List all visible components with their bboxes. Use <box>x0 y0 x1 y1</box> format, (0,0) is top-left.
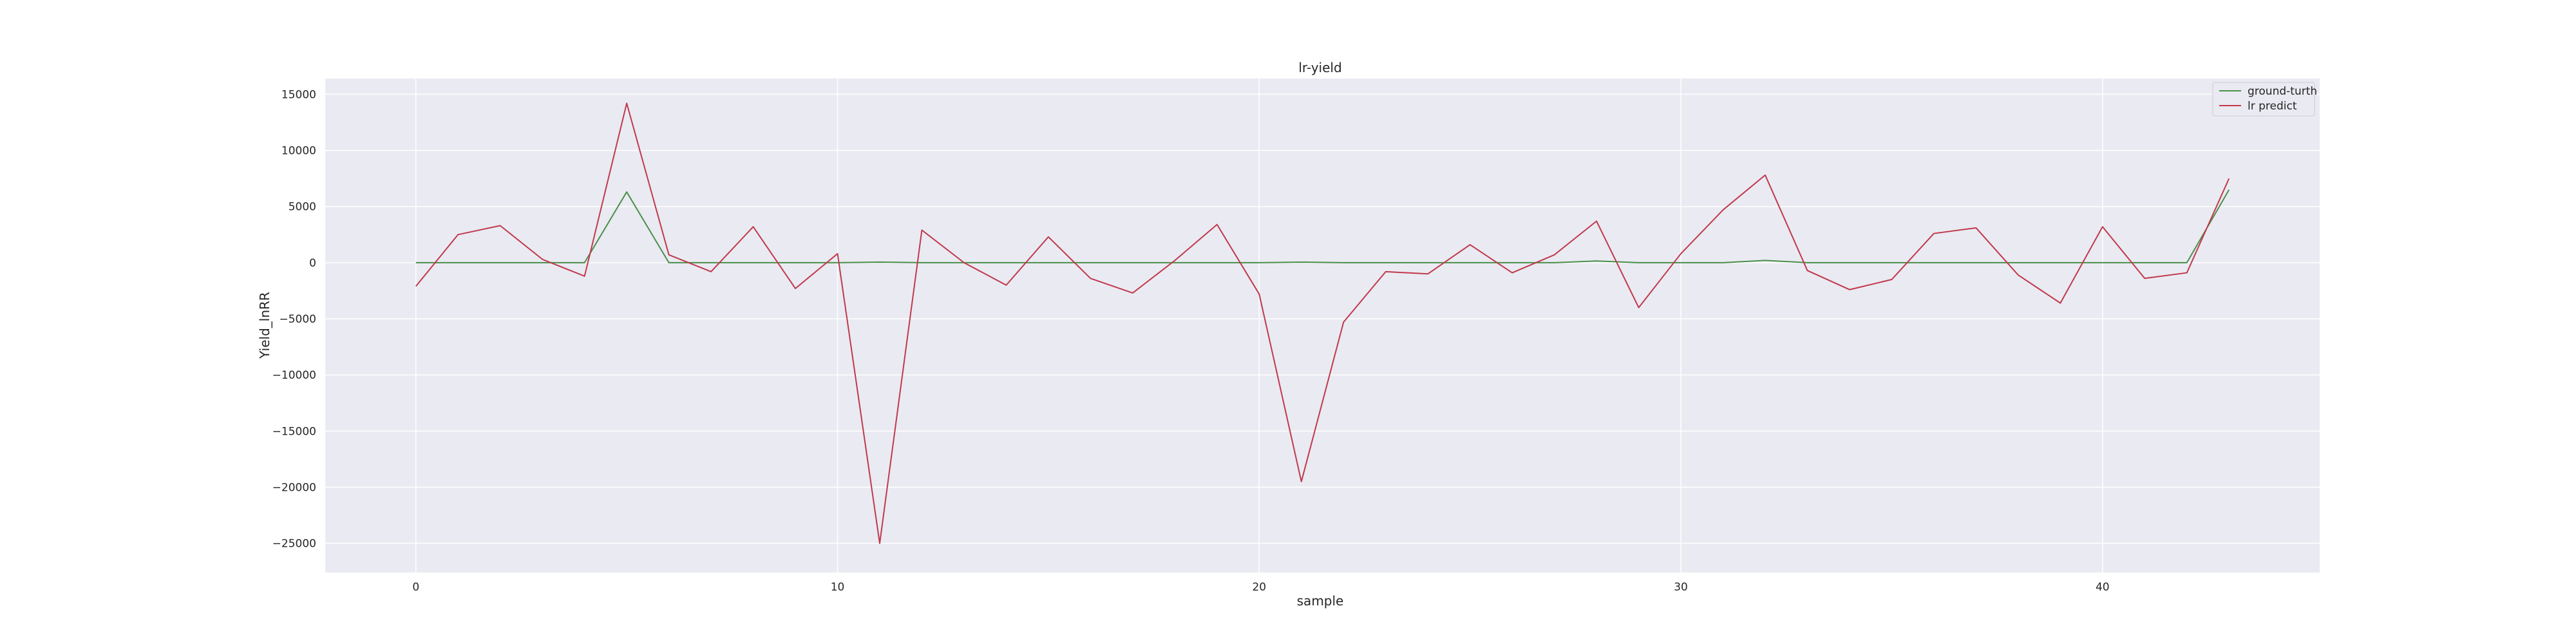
y-tick-label: 15000 <box>281 88 316 101</box>
y-tick-label: −10000 <box>272 369 316 382</box>
y-tick-labels: 15000 10000 5000 0 −5000 −10000 −15000 −20000 −2… <box>272 88 316 550</box>
legend-label-ground-turth: ground-turth <box>2248 85 2317 98</box>
x-gridlines <box>415 79 2103 573</box>
series-layer <box>415 102 2230 544</box>
y-tick-label: −20000 <box>272 482 316 495</box>
x-tick-labels: 0 10 20 30 40 <box>412 581 2109 594</box>
y-axis-title: Yield_lnRR <box>257 292 272 359</box>
x-tick-label: 40 <box>2096 581 2110 594</box>
x-tick-label: 30 <box>1674 581 1688 594</box>
legend-label-lr-predict: lr predict <box>2248 100 2297 113</box>
y-tick-label: −15000 <box>272 425 316 438</box>
x-axis-title: sample <box>1297 593 1344 609</box>
series-line-lr-predict <box>415 102 2230 544</box>
series-line-ground-turth <box>415 189 2230 263</box>
chart-title: lr-yield <box>1298 60 1341 75</box>
x-tick-label: 10 <box>831 581 845 594</box>
plot-area <box>325 79 2320 573</box>
y-tick-label: −5000 <box>279 313 316 326</box>
y-tick-label: 0 <box>309 257 316 270</box>
y-tick-label: 5000 <box>289 201 316 214</box>
legend: ground-turth lr predict <box>2212 82 2317 117</box>
y-tick-label: 10000 <box>281 145 316 158</box>
y-gridlines <box>325 93 2320 544</box>
y-tick-label: −25000 <box>272 538 316 551</box>
x-tick-label: 20 <box>1252 581 1266 594</box>
x-tick-label: 0 <box>412 581 419 594</box>
